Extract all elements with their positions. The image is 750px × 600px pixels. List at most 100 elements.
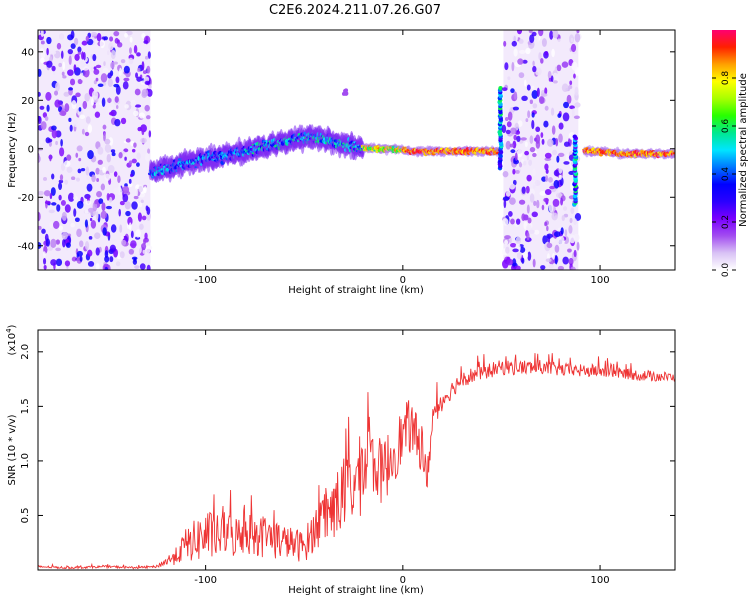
noise-speckle (570, 181, 574, 191)
noise-speckle (97, 159, 103, 165)
noise-speckle (501, 87, 508, 92)
noise-speckle (534, 180, 541, 187)
noise-speckle (51, 173, 55, 180)
noise-speckle (574, 102, 581, 108)
noise-speckle (561, 215, 565, 222)
noise-speckle (38, 115, 42, 125)
spectrogram-panel: -100 0 100 -40 -20 0 20 40 Height of straight l… (7, 29, 676, 296)
noise-speckle (140, 199, 144, 204)
noise-speckle (547, 70, 552, 80)
noise-speckle (532, 258, 536, 268)
noise-speckle (123, 148, 129, 153)
noise-speckle (64, 179, 69, 185)
noise-speckle (129, 36, 133, 43)
noise-speckle (87, 124, 93, 134)
noise-speckle (121, 239, 127, 246)
noise-speckle (100, 73, 108, 83)
noise-speckle (87, 207, 95, 213)
noise-speckle (509, 143, 515, 148)
noise-speckle (558, 174, 562, 180)
noise-speckle (133, 45, 138, 54)
noise-speckle (47, 138, 53, 143)
noise-speckle (56, 42, 62, 50)
noise-speckle (59, 110, 67, 116)
noise-speckle (96, 191, 103, 198)
noise-speckle (113, 171, 118, 177)
noise-speckle (70, 222, 76, 228)
noise-speckle (504, 235, 511, 240)
spike-segment (498, 85, 503, 91)
noise-speckle (108, 111, 115, 116)
noise-speckle (91, 98, 95, 106)
noise-speckle (71, 256, 77, 262)
noise-speckle (135, 229, 141, 238)
noise-speckle (532, 152, 537, 158)
noise-speckle (73, 208, 77, 217)
noise-speckle (49, 221, 53, 229)
noise-speckle (108, 137, 114, 146)
noise-speckle (123, 65, 130, 74)
noise-speckle (58, 194, 62, 201)
noise-speckle (53, 220, 60, 229)
noise-speckle (502, 170, 509, 178)
noise-speckle (136, 162, 140, 167)
noise-speckle (85, 35, 90, 42)
noise-speckle (545, 258, 552, 263)
noise-speckle (524, 79, 527, 87)
noise-speckle (138, 185, 143, 193)
noise-speckle (518, 72, 525, 79)
noise-speckle (571, 61, 578, 71)
noise-speckle (50, 187, 56, 196)
spectrogram-marks (38, 30, 675, 270)
noise-speckle (145, 245, 151, 254)
noise-speckle (100, 210, 107, 220)
noise-speckle (107, 264, 111, 270)
noise-speckle (516, 135, 521, 142)
noise-speckle (544, 163, 549, 171)
noise-speckle (91, 174, 96, 183)
noise-speckle (137, 212, 142, 222)
noise-speckle (84, 131, 90, 137)
noise-speckle (129, 173, 134, 178)
noise-speckle (538, 30, 544, 37)
noise-speckle (42, 251, 46, 258)
noise-speckle (58, 33, 65, 40)
noise-speckle (40, 30, 44, 38)
noise-speckle (553, 169, 560, 177)
noise-speckle (66, 154, 72, 161)
noise-speckle (525, 118, 529, 123)
noise-speckle (565, 153, 570, 162)
noise-speckle (557, 113, 562, 119)
noise-speckle (552, 72, 558, 81)
noise-speckle (543, 197, 549, 203)
noise-speckle (107, 78, 113, 88)
noise-speckle (120, 117, 127, 125)
noise-speckle (80, 167, 86, 172)
noise-speckle (547, 177, 553, 183)
noise-speckle (560, 227, 564, 235)
noise-speckle (130, 101, 137, 107)
noise-speckle (134, 104, 142, 108)
noise-speckle (69, 124, 73, 132)
noise-speckle (532, 168, 536, 177)
noise-speckle (544, 221, 548, 227)
noise-speckle (43, 190, 51, 197)
noise-speckle (46, 47, 49, 56)
noise-speckle (49, 193, 53, 200)
noise-speckle (93, 80, 97, 85)
noise-speckle (128, 248, 135, 255)
noise-speckle (90, 219, 97, 229)
noise-speckle (124, 201, 131, 210)
noise-speckle (531, 211, 538, 218)
noise-speckle (113, 31, 120, 37)
colorbar-tick-label: 0.0 (721, 263, 731, 278)
noise-speckle (105, 205, 113, 210)
noise-speckle (122, 185, 130, 194)
noise-speckle (562, 112, 570, 122)
noise-speckle (540, 57, 544, 64)
noise-speckle (508, 210, 513, 217)
noise-speckle (51, 125, 57, 131)
noise-speckle (84, 92, 90, 102)
noise-speckle (46, 60, 53, 68)
noise-speckle (136, 52, 141, 57)
